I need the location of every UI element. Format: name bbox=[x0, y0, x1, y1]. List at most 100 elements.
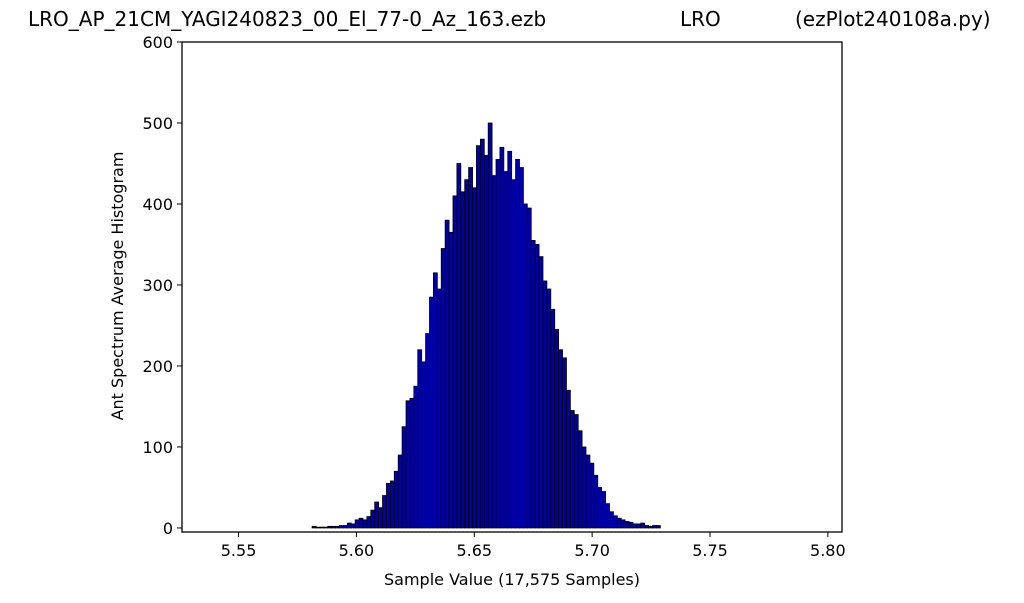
histogram-bar bbox=[468, 167, 473, 529]
histogram-bar bbox=[636, 523, 642, 529]
histogram-bar bbox=[425, 333, 430, 529]
histogram-bar bbox=[483, 154, 489, 529]
y-tick-label: 500 bbox=[142, 114, 173, 133]
histogram-bar bbox=[491, 175, 497, 529]
histogram-bar bbox=[405, 400, 411, 529]
histogram-bar bbox=[569, 410, 575, 529]
y-tick-label: 200 bbox=[142, 357, 173, 376]
histogram-bar bbox=[566, 389, 571, 529]
y-axis-label: Ant Spectrum Average Histogram bbox=[108, 152, 127, 421]
histogram-bar bbox=[562, 357, 567, 529]
histogram-bar bbox=[656, 525, 661, 529]
file-name-title: LRO_AP_21CM_YAGI240823_00_El_77-0_Az_163… bbox=[28, 7, 547, 31]
y-tick-label: 400 bbox=[142, 195, 173, 214]
y-axis-ticks: 0 100 200 300 400 500 600 bbox=[142, 33, 182, 538]
histogram-bar bbox=[417, 349, 423, 529]
histogram-bar bbox=[370, 509, 376, 529]
histogram-bar bbox=[487, 122, 493, 529]
histogram-bar bbox=[358, 517, 364, 529]
histogram-bar bbox=[350, 523, 356, 529]
histogram-bar bbox=[382, 495, 387, 529]
histogram-bar bbox=[343, 525, 348, 529]
histogram-bar bbox=[499, 146, 505, 529]
histogram-bar bbox=[323, 526, 329, 529]
histogram-bar bbox=[624, 521, 630, 529]
histogram-bar bbox=[550, 308, 556, 529]
script-name-title: (ezPlot240108a.py) bbox=[795, 7, 991, 31]
histogram-bar bbox=[444, 219, 450, 529]
site-title: LRO bbox=[680, 7, 721, 31]
histogram-bar bbox=[331, 525, 336, 529]
histogram-bar bbox=[429, 296, 434, 529]
plot-frame bbox=[181, 41, 843, 533]
histogram-bar bbox=[515, 159, 520, 529]
histogram-bar bbox=[315, 526, 321, 529]
histogram-bar bbox=[393, 470, 399, 529]
histogram-bar bbox=[609, 511, 614, 529]
histogram-bar bbox=[456, 163, 462, 529]
histogram-bar bbox=[538, 256, 544, 529]
y-tick-label: 100 bbox=[142, 438, 173, 457]
histogram-bar bbox=[605, 503, 610, 529]
histogram-bar bbox=[460, 191, 466, 529]
histogram-bar bbox=[616, 517, 622, 529]
histogram-bar bbox=[386, 482, 391, 529]
histogram-bar bbox=[327, 525, 333, 529]
histogram-bar bbox=[311, 525, 317, 529]
histogram-bar bbox=[319, 526, 325, 529]
histogram-bar bbox=[534, 244, 540, 529]
histogram-bar bbox=[507, 150, 513, 529]
y-tick-label: 600 bbox=[142, 33, 173, 52]
histogram-bar bbox=[335, 525, 340, 529]
histogram-bar bbox=[511, 179, 516, 529]
histogram-bar bbox=[620, 519, 626, 529]
histogram-bar bbox=[632, 523, 638, 529]
x-tick-label: 5.60 bbox=[339, 541, 375, 560]
x-tick-label: 5.55 bbox=[221, 541, 257, 560]
histogram-bars bbox=[311, 122, 661, 529]
histogram-bar bbox=[354, 519, 360, 529]
histogram-bar bbox=[472, 187, 477, 529]
y-tick-label: 0 bbox=[163, 519, 173, 538]
histogram-bar bbox=[573, 414, 579, 529]
histogram-bar bbox=[397, 454, 403, 529]
y-tick-label: 300 bbox=[142, 276, 173, 295]
histogram-bar bbox=[448, 231, 454, 529]
histogram-bar bbox=[652, 525, 657, 529]
x-tick-label: 5.70 bbox=[574, 541, 610, 560]
histogram-bar bbox=[526, 207, 532, 529]
histogram-bar bbox=[436, 288, 442, 529]
histogram-bar bbox=[554, 329, 560, 529]
histogram-bar bbox=[374, 501, 380, 529]
histogram-bar bbox=[433, 272, 438, 529]
histogram-bar bbox=[339, 525, 344, 529]
histogram-bar bbox=[495, 159, 501, 529]
histogram-bar bbox=[593, 474, 599, 529]
histogram-bar bbox=[378, 507, 383, 529]
histogram-bar bbox=[401, 426, 407, 529]
histogram-bar bbox=[530, 240, 536, 529]
histogram-bar bbox=[585, 454, 591, 529]
histogram-bar bbox=[581, 446, 587, 529]
x-tick-label: 5.80 bbox=[810, 541, 846, 560]
histogram-bar bbox=[589, 462, 595, 529]
histogram-bar bbox=[476, 145, 481, 529]
histogram-bar bbox=[409, 397, 415, 529]
histogram-bar bbox=[519, 167, 524, 529]
histogram-bar bbox=[366, 516, 372, 529]
histogram-bar bbox=[523, 203, 528, 529]
histogram-bar bbox=[577, 430, 583, 529]
histogram-bar bbox=[503, 171, 509, 529]
x-tick-label: 5.65 bbox=[456, 541, 492, 560]
histogram-bar bbox=[640, 522, 646, 529]
histogram-bar bbox=[597, 487, 603, 529]
histogram-bar bbox=[479, 138, 485, 529]
histogram-bar bbox=[421, 361, 426, 529]
histogram-bar bbox=[542, 280, 548, 529]
histogram-bar bbox=[389, 480, 395, 529]
x-axis-ticks: 5.55 5.60 5.65 5.70 5.75 5.80 bbox=[221, 532, 846, 560]
x-tick-label: 5.75 bbox=[692, 541, 728, 560]
histogram-bar bbox=[613, 515, 618, 529]
histogram-bar bbox=[628, 521, 634, 529]
